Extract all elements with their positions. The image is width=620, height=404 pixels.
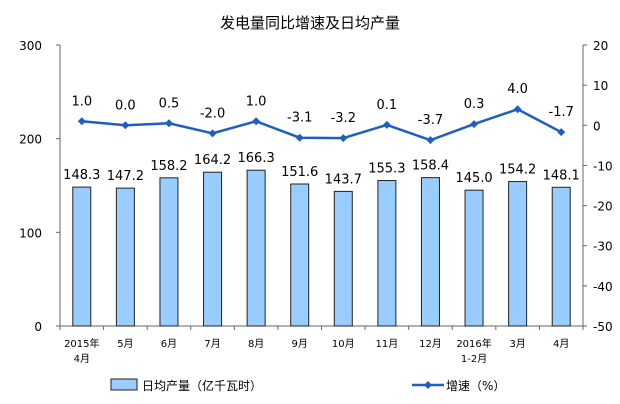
legend-line-marker (424, 381, 432, 389)
x-tick-label: 4月 (74, 353, 90, 365)
right-tick-label: 20 (593, 39, 608, 53)
x-tick-label: 5月 (117, 338, 133, 350)
legend-bar-swatch (110, 378, 138, 391)
bar-data-label: 166.3 (238, 151, 275, 166)
legend-bar-label: 日均产量（亿千瓦时） (142, 378, 262, 393)
bar (551, 186, 571, 327)
line-point (470, 120, 479, 129)
line-point (339, 134, 348, 143)
bar-data-label: 158.4 (412, 159, 449, 174)
line-point (164, 119, 173, 128)
bar (508, 181, 528, 327)
bar-data-label: 147.2 (107, 169, 144, 184)
right-tick-label: -20 (593, 200, 613, 214)
line-data-label: -3.2 (331, 111, 356, 126)
bar-data-label: 154.2 (499, 163, 536, 178)
bar (377, 180, 397, 327)
x-tick-label: 2016年 (456, 337, 491, 350)
bar (464, 189, 484, 327)
x-tick-label: 1-2月 (461, 353, 487, 365)
bar-data-label: 148.3 (63, 168, 100, 183)
x-tick-label: 9月 (292, 338, 308, 350)
legend-line-label: 增速（%） (446, 379, 505, 393)
x-tick-label: 11月 (376, 338, 399, 350)
bar-data-label: 145.0 (455, 171, 492, 186)
line-point (426, 136, 435, 145)
line-point (77, 117, 86, 126)
line-data-label: -2.0 (200, 106, 225, 121)
bar (290, 183, 310, 327)
x-tick-label: 6月 (161, 338, 177, 350)
bar (115, 187, 135, 327)
bar (203, 171, 223, 327)
bar (72, 186, 92, 327)
line-point (513, 105, 522, 114)
line-data-label: -1.7 (549, 105, 574, 120)
x-tick-label: 4月 (553, 338, 569, 350)
right-tick-label: -10 (593, 159, 613, 173)
x-tick-label: 8月 (248, 338, 264, 350)
line-point (557, 128, 566, 137)
bar (420, 177, 440, 327)
bar-data-label: 158.2 (150, 159, 187, 174)
right-tick-label: -50 (593, 320, 613, 334)
right-tick-label: -30 (593, 240, 613, 254)
chart-title: 发电量同比增速及日均产量 (220, 14, 400, 32)
x-tick-label: 7月 (204, 338, 220, 350)
left-tick-label: 100 (19, 226, 42, 240)
x-tick-label: 2015年 (64, 337, 99, 350)
bar (246, 169, 266, 327)
left-tick-label: 0 (34, 320, 42, 334)
line-data-label: 0.1 (377, 98, 398, 113)
line-data-label: 1.0 (246, 94, 267, 109)
line-point (252, 117, 261, 126)
line-point (382, 120, 391, 129)
bar-data-label: 148.1 (543, 168, 580, 183)
line-point (295, 133, 304, 142)
bar-data-label: 155.3 (368, 162, 405, 177)
line-data-label: 1.0 (71, 94, 92, 109)
line-data-label: 0.5 (159, 96, 180, 111)
x-tick-label: 10月 (332, 338, 355, 350)
bar-data-label: 151.6 (281, 165, 318, 180)
x-tick-label: 12月 (419, 338, 442, 350)
growth-line (81, 107, 562, 142)
right-tick-label: 0 (593, 119, 601, 133)
line-data-label: 0.0 (115, 98, 136, 113)
right-tick-label: 10 (593, 79, 608, 93)
line-point (208, 129, 217, 138)
bar (333, 190, 353, 327)
left-tick-label: 200 (19, 133, 42, 147)
line-point (121, 121, 130, 130)
left-tick-label: 300 (19, 39, 42, 53)
bar (159, 177, 179, 327)
line-data-label: 4.0 (507, 82, 528, 97)
line-data-label: 0.3 (464, 97, 485, 112)
line-data-label: -3.7 (418, 113, 443, 128)
right-tick-label: -40 (593, 280, 613, 294)
bar-data-label: 143.7 (325, 172, 362, 187)
line-data-label: -3.1 (287, 111, 312, 126)
bar-data-label: 164.2 (194, 153, 231, 168)
x-tick-label: 3月 (509, 338, 525, 350)
